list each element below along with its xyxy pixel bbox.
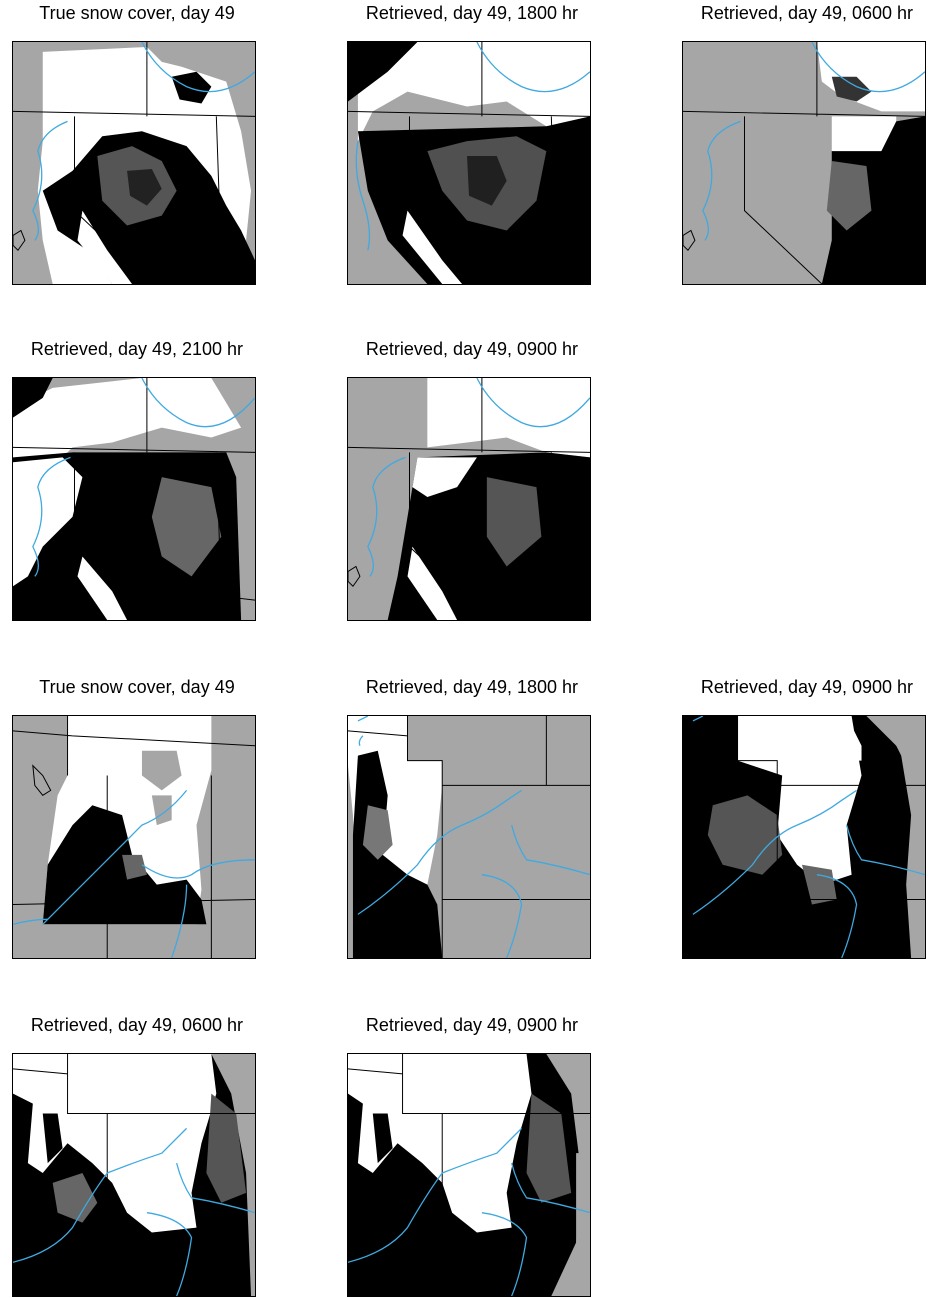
snow-cover-map-6	[12, 715, 256, 959]
snow-cover-map-1	[12, 41, 256, 285]
panel-title-4: Retrieved, day 49, 2100 hr	[0, 339, 282, 360]
snow-cover-map-3	[682, 41, 926, 285]
snow-cover-map-9	[12, 1053, 256, 1297]
panel-title-1: True snow cover, day 49	[0, 3, 282, 24]
snow-cover-map-4	[12, 377, 256, 621]
panel-title-7: Retrieved, day 49, 1800 hr	[327, 677, 617, 698]
snow-cover-map-5	[347, 377, 591, 621]
panel-title-3: Retrieved, day 49, 0600 hr	[662, 3, 938, 24]
snow-cover-map-8	[682, 715, 926, 959]
snow-cover-map-10	[347, 1053, 591, 1297]
panel-title-10: Retrieved, day 49, 0900 hr	[327, 1015, 617, 1036]
snow-cover-map-2	[347, 41, 591, 285]
panel-title-9: Retrieved, day 49, 0600 hr	[0, 1015, 282, 1036]
panel-title-8: Retrieved, day 49, 0900 hr	[662, 677, 938, 698]
panel-title-2: Retrieved, day 49, 1800 hr	[327, 3, 617, 24]
panel-title-5: Retrieved, day 49, 0900 hr	[327, 339, 617, 360]
snow-cover-map-7	[347, 715, 591, 959]
panel-title-6: True snow cover, day 49	[0, 677, 282, 698]
